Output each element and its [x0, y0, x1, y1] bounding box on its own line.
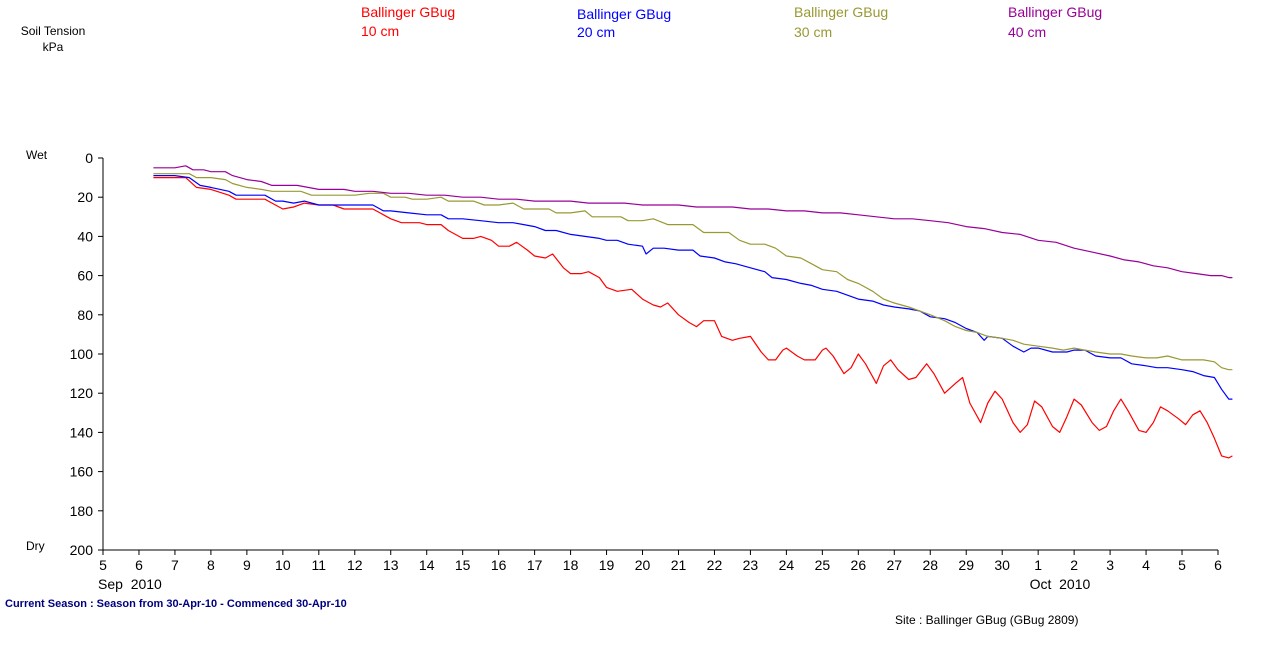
- month-labels: Sep 2010 Oct 2010: [98, 576, 1090, 592]
- x-tick-label: 7: [171, 557, 179, 573]
- x-tick-label: 17: [527, 557, 543, 573]
- x-tick-label: 24: [779, 557, 795, 573]
- y-axis-title-line-1: Soil Tension: [21, 24, 86, 38]
- legend-entry-20cm: Ballinger GBug 20 cm: [577, 6, 671, 40]
- legend-entry-40cm: Ballinger GBug 40 cm: [1008, 4, 1102, 40]
- x-tick-label: 12: [347, 557, 363, 573]
- series-lines: [153, 165, 1233, 459]
- x-tick-label: 2: [1070, 557, 1078, 573]
- y-tick-label: 100: [70, 346, 94, 362]
- legend-name-30cm: Ballinger GBug: [794, 4, 888, 20]
- x-tick-label: 20: [635, 557, 651, 573]
- x-tick-label: 5: [1178, 557, 1186, 573]
- x-tick-label: 9: [243, 557, 251, 573]
- x-tick-label: 23: [743, 557, 759, 573]
- x-tick-label: 13: [383, 557, 399, 573]
- x-tick-label: 18: [563, 557, 579, 573]
- month-label: Oct 2010: [1030, 576, 1091, 592]
- x-tick-label: 22: [707, 557, 723, 573]
- legend-depth-20cm: 20 cm: [577, 24, 615, 40]
- x-tick-label: 16: [491, 557, 507, 573]
- y-tick-label: 20: [77, 189, 93, 205]
- x-ticks: 5 6 7 8 9 10 11 12 13 14 15 16 17 18 19 20 21 22 23 24 25 26 2…: [99, 550, 1222, 573]
- legend-name-20cm: Ballinger GBug: [577, 6, 671, 22]
- legend-depth-40cm: 40 cm: [1008, 24, 1046, 40]
- x-tick-label: 29: [958, 557, 974, 573]
- y-tick-label: 180: [70, 503, 94, 519]
- site-text: Site : Ballinger GBug (GBug 2809): [895, 613, 1078, 627]
- x-tick-label: 25: [815, 557, 831, 573]
- x-tick-label: 14: [419, 557, 435, 573]
- legend-depth-10cm: 10 cm: [361, 23, 399, 39]
- y-tick-label: 40: [77, 228, 93, 244]
- wet-label: Wet: [26, 148, 48, 162]
- x-tick-label: 5: [99, 557, 107, 573]
- x-tick-label: 30: [994, 557, 1010, 573]
- y-tick-label: 160: [70, 464, 94, 480]
- y-tick-label: 200: [70, 542, 94, 558]
- x-tick-label: 4: [1142, 557, 1150, 573]
- y-tick-label: 0: [85, 150, 93, 166]
- x-tick-label: 26: [851, 557, 867, 573]
- series-line-20cm: [153, 175, 1233, 400]
- y-tick-label: 120: [70, 385, 94, 401]
- x-tick-label: 28: [922, 557, 938, 573]
- y-tick-label: 80: [77, 307, 93, 323]
- x-tick-label: 19: [599, 557, 615, 573]
- dry-label: Dry: [26, 539, 45, 553]
- series-line-40cm: [153, 165, 1233, 279]
- x-tick-label: 8: [207, 557, 215, 573]
- x-tick-label: 21: [671, 557, 687, 573]
- series-line-10cm: [153, 177, 1233, 459]
- x-tick-label: 6: [1214, 557, 1222, 573]
- x-tick-label: 10: [275, 557, 291, 573]
- current-season-text: Current Season : Season from 30-Apr-10 -…: [5, 598, 347, 610]
- x-tick-label: 11: [312, 557, 327, 573]
- y-tick-label: 60: [77, 268, 93, 284]
- series-line-30cm: [153, 173, 1233, 371]
- legend-name-40cm: Ballinger GBug: [1008, 4, 1102, 20]
- x-tick-label: 1: [1034, 557, 1042, 573]
- legend-entry-10cm: Ballinger GBug 10 cm: [361, 4, 455, 39]
- x-tick-label: 15: [455, 557, 471, 573]
- legend-entry-30cm: Ballinger GBug 30 cm: [794, 4, 888, 40]
- legend-name-10cm: Ballinger GBug: [361, 4, 455, 20]
- x-tick-label: 6: [135, 557, 143, 573]
- x-tick-label: 3: [1106, 557, 1114, 573]
- y-ticks: 0 20 40 60 80 100 120 140 160 180 200: [70, 150, 103, 558]
- month-label: Sep 2010: [98, 576, 162, 592]
- legend: Ballinger GBug 10 cm Ballinger GBug 20 c…: [361, 4, 1102, 40]
- y-tick-label: 140: [70, 424, 94, 440]
- legend-depth-30cm: 30 cm: [794, 24, 832, 40]
- y-axis-title-line-2: kPa: [43, 40, 64, 54]
- x-tick-label: 27: [887, 557, 903, 573]
